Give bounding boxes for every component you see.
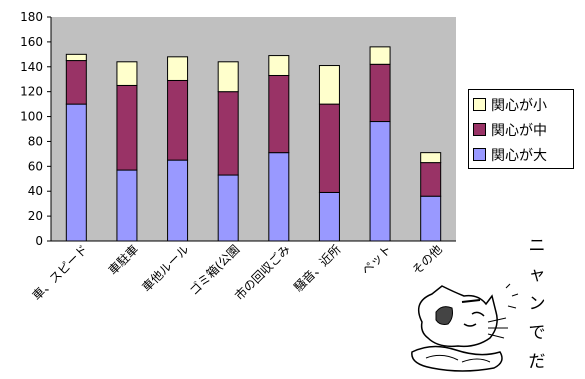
bar-segment-1: [116, 84, 138, 171]
bar-segment-1: [65, 60, 87, 105]
plot-area: [51, 17, 456, 241]
side-char: ン: [528, 294, 546, 314]
legend-label: 関心が小: [491, 97, 547, 114]
bar-segment-0: [268, 152, 290, 242]
legend-swatch-large: [473, 148, 486, 161]
bar-segment-0: [420, 195, 442, 242]
bar-segment-2: [167, 56, 189, 81]
bar-segment-0: [217, 174, 239, 242]
x-category-label: ゴミ箱(公園: [186, 242, 242, 298]
legend: 関心が小 関心が中 関心が大: [468, 89, 574, 169]
y-tick-label: 40: [28, 184, 43, 198]
x-category-label: 車、スピード: [30, 242, 91, 303]
y-tick-label: 100: [20, 110, 43, 124]
side-char: ニ: [528, 236, 546, 256]
bar-segment-0: [369, 121, 391, 242]
side-char: で: [528, 323, 546, 343]
side-text: ニ ャ ン で だ: [522, 232, 552, 377]
y-tick-label: 160: [20, 35, 43, 49]
bar-segment-1: [167, 79, 189, 161]
legend-label: 関心が中: [491, 122, 547, 139]
y-tick-label: 80: [28, 134, 43, 148]
x-category-label: 騒音、近所: [291, 242, 344, 295]
bar-segment-1: [217, 91, 239, 176]
bar-segment-0: [167, 159, 189, 242]
bar-segment-2: [116, 61, 138, 86]
legend-swatch-small: [473, 98, 486, 111]
bar-segment-2: [369, 46, 391, 65]
y-tick-label: 180: [20, 10, 43, 24]
bar-segment-1: [369, 63, 391, 123]
bar-segment-0: [116, 169, 138, 242]
x-category-label: ペット: [359, 242, 394, 277]
bar-segment-1: [268, 74, 290, 154]
y-tick-label: 120: [20, 85, 43, 99]
bar-segment-0: [318, 191, 340, 242]
bar-segment-1: [318, 103, 340, 193]
side-char: だ: [528, 352, 546, 372]
bar-segment-2: [420, 152, 442, 164]
legend-label: 関心が大: [491, 147, 547, 164]
bar-segment-2: [318, 65, 340, 105]
bar-segment-2: [217, 61, 239, 93]
y-tick-label: 0: [35, 234, 43, 248]
legend-swatch-medium: [473, 123, 486, 136]
y-tick-label: 20: [28, 209, 43, 223]
legend-item: 関心が中: [473, 117, 569, 142]
legend-item: 関心が小: [473, 92, 569, 117]
x-category-label: 車他ルール: [139, 242, 191, 294]
y-tick-label: 60: [28, 159, 43, 173]
y-tick-label: 140: [20, 60, 43, 74]
x-category-label: その他: [409, 242, 444, 277]
bar-segment-0: [65, 103, 87, 242]
bar-segment-1: [420, 162, 442, 197]
bar-segment-2: [268, 55, 290, 76]
bar-segment-2: [65, 53, 87, 62]
side-char: ャ: [528, 265, 546, 285]
cat-drawing-icon: [411, 283, 519, 372]
x-category-label: 車駐車: [105, 242, 141, 278]
legend-item: 関心が大: [473, 142, 569, 167]
